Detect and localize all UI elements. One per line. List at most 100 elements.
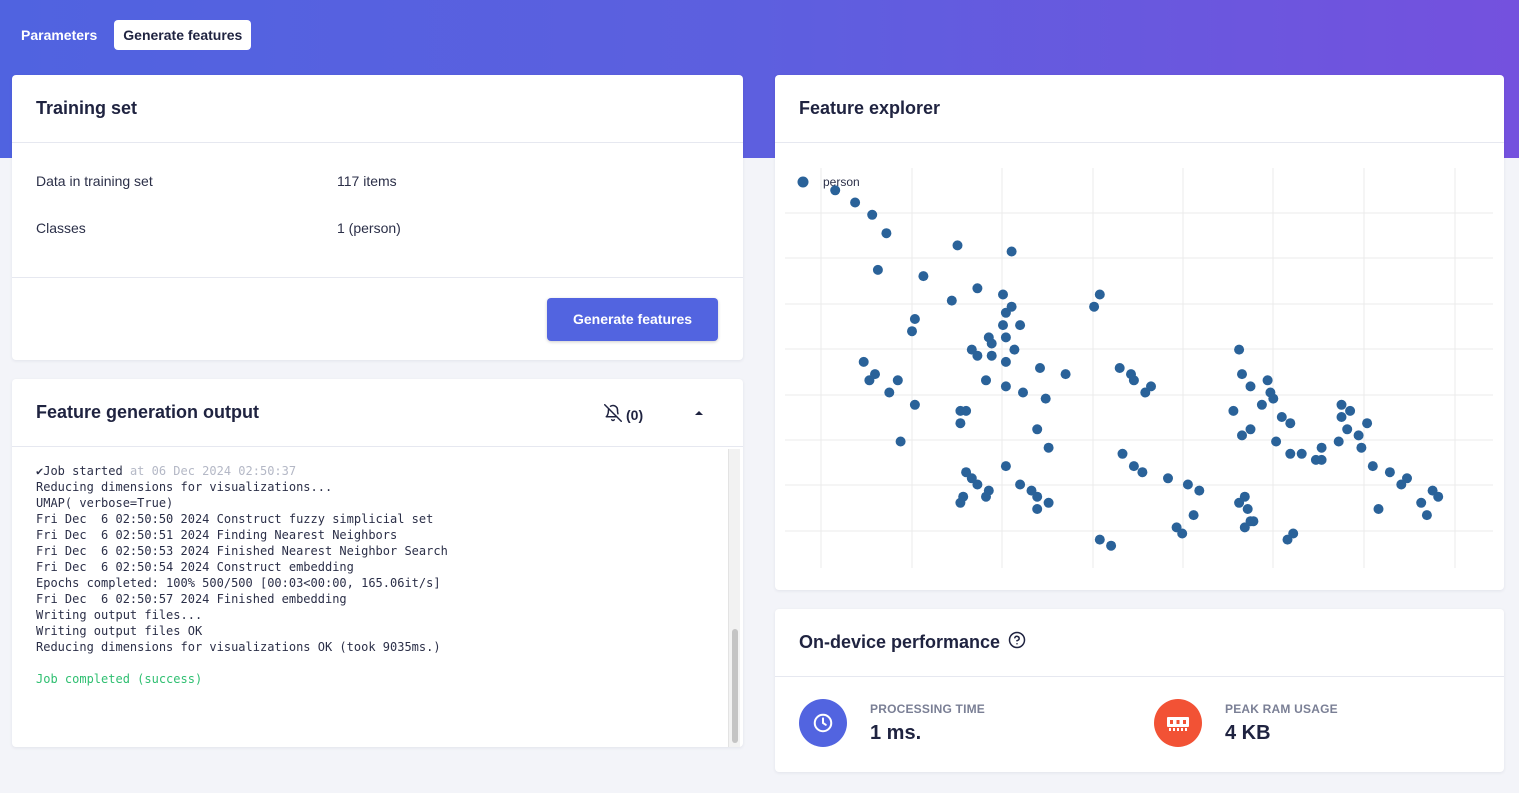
generate-features-button[interactable]: Generate features [547,298,718,341]
scatter-point[interactable] [1262,375,1273,386]
scrollbar-thumb[interactable] [732,629,738,743]
scatter-point[interactable] [1285,418,1296,429]
scatter-point[interactable] [872,264,883,275]
scatter-point[interactable] [1245,381,1256,392]
scatter-point[interactable] [998,320,1008,331]
scatter-point[interactable] [1333,436,1344,447]
scatter-point[interactable] [1268,393,1279,404]
scatter-point[interactable] [1089,301,1100,312]
scatter-point[interactable] [1140,387,1151,398]
scatter-point[interactable] [1367,461,1378,472]
scatter-point[interactable] [1032,504,1043,514]
scatter-point[interactable] [1000,381,1011,392]
scatter-point[interactable] [881,228,892,239]
scatter-point[interactable] [1336,412,1347,422]
scatter-point[interactable] [909,314,920,324]
scatter-point[interactable] [961,467,972,478]
scatter-point[interactable] [909,399,920,410]
scatter-point[interactable] [1276,412,1287,422]
scatter-point[interactable] [1433,491,1444,502]
scatter-point[interactable] [1182,479,1193,490]
scatter-point[interactable] [867,209,878,220]
help-icon[interactable] [1008,631,1026,654]
scatter-point[interactable] [1128,375,1139,386]
scatter-point[interactable] [966,344,977,355]
scatter-point[interactable] [1316,442,1327,453]
scatter-point[interactable] [1282,534,1293,545]
scatter-point[interactable] [1009,344,1020,355]
scatter-point[interactable] [1106,540,1117,551]
collapse-caret-icon[interactable] [692,406,706,420]
scatter-point[interactable] [1163,473,1173,484]
scatter-point[interactable] [1356,442,1367,453]
scatter-point[interactable] [981,375,991,386]
scatter-point[interactable] [972,283,983,294]
scatter-point[interactable] [998,289,1008,300]
scatter-point[interactable] [1194,485,1205,496]
scatter-point[interactable] [1000,332,1011,343]
scatter-point[interactable] [884,387,895,398]
scatter-point[interactable] [1242,504,1253,514]
feature-scatter-plot[interactable]: person [775,143,1504,583]
tab-generate-features[interactable]: Generate features [114,20,252,50]
scatter-point[interactable] [1234,344,1245,355]
scatter-point[interactable] [850,197,861,208]
scatter-point[interactable] [1137,467,1148,478]
scatter-point[interactable] [1285,448,1296,459]
scatter-point[interactable] [1094,534,1105,545]
scatter-point[interactable] [1114,363,1125,373]
scatter-point[interactable] [1237,369,1247,380]
scatter-point[interactable] [952,240,963,251]
scatter-point[interactable] [918,271,929,282]
scatter-point[interactable] [1362,418,1373,429]
scatter-point[interactable] [1342,424,1353,435]
scatter-point[interactable] [986,338,997,349]
scatter-point[interactable] [955,405,966,416]
scatter-point[interactable] [1043,497,1054,508]
scatter-point[interactable] [1006,301,1017,312]
output-scrollbar[interactable] [728,449,740,747]
scatter-point[interactable] [858,356,869,367]
scatter-point[interactable] [1384,467,1395,478]
scatter-point[interactable] [1018,387,1028,398]
scatter-point[interactable] [830,185,841,196]
scatter-point[interactable] [1015,479,1026,490]
scatter-point[interactable] [864,375,875,386]
scatter-point[interactable] [1373,504,1384,514]
scatter-point[interactable] [1000,461,1011,472]
scatter-point[interactable] [1336,399,1347,410]
scatter-point[interactable] [1396,479,1407,490]
scatter-point[interactable] [1188,510,1199,521]
scatter-point[interactable] [1296,448,1307,459]
scatter-point[interactable] [946,295,957,306]
scatter-point[interactable] [1345,405,1356,416]
scatter-point[interactable] [1245,516,1256,527]
scatter-point[interactable] [1416,497,1427,508]
scatter-point[interactable] [907,326,917,337]
tab-parameters[interactable]: Parameters [21,27,98,43]
scatter-point[interactable] [1043,442,1054,453]
scatter-point[interactable] [1035,363,1045,373]
scatter-point[interactable] [1228,405,1239,416]
notifications-toggle[interactable]: (0) [604,404,643,425]
scatter-point[interactable] [1026,485,1037,496]
scatter-point[interactable] [1117,448,1128,459]
scatter-point[interactable] [1316,454,1327,465]
scatter-point[interactable] [955,497,966,508]
scatter-point[interactable] [1256,399,1267,410]
scatter-point[interactable] [1234,497,1245,508]
scatter-point[interactable] [983,485,994,496]
scatter-point[interactable] [1353,430,1364,441]
scatter-point[interactable] [955,418,966,429]
scatter-point[interactable] [1000,356,1011,367]
scatter-point[interactable] [1040,393,1051,404]
scatter-point[interactable] [1060,369,1071,380]
scatter-point[interactable] [1421,510,1432,521]
scatter-point[interactable] [1094,289,1105,300]
scatter-point[interactable] [1177,528,1188,539]
scatter-point[interactable] [1237,430,1247,441]
scatter-point[interactable] [1245,424,1256,435]
scatter-point[interactable] [1015,320,1026,331]
scatter-point[interactable] [1271,436,1282,447]
scatter-point[interactable] [986,350,997,361]
